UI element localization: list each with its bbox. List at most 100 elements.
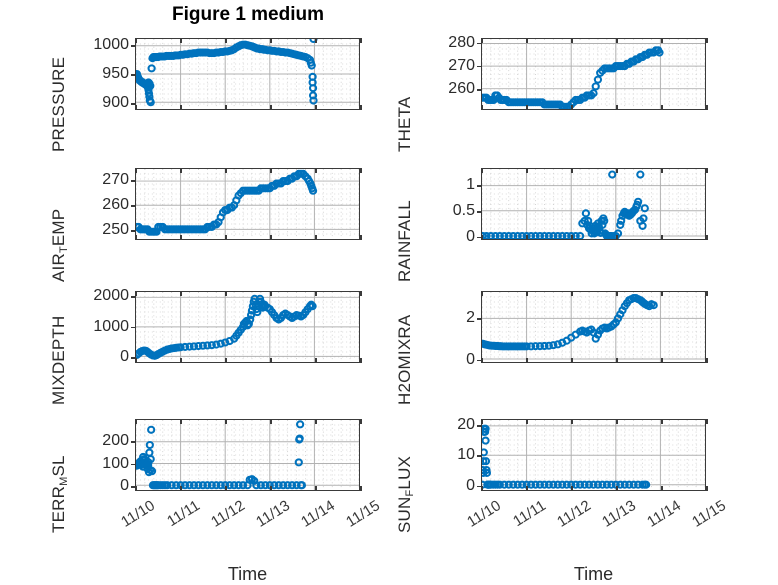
xtick-mark	[315, 235, 317, 240]
ytick-mark	[477, 318, 482, 320]
xtick-mark	[481, 291, 483, 296]
ytick-terr_msl-1: 100	[102, 454, 129, 472]
ytick-air_temp-0: 250	[102, 221, 129, 239]
data-series-mixdepth	[136, 294, 317, 360]
xtick-mark	[616, 38, 618, 43]
xtick-mark	[135, 291, 137, 296]
xtick-mark	[360, 105, 362, 110]
xtick-mark	[571, 168, 573, 173]
plot-canvas-terr_msl	[136, 420, 359, 490]
ytick-mark	[131, 463, 136, 466]
xtick-mark	[360, 38, 362, 43]
xtick-mark	[706, 486, 708, 491]
ytick-mark	[131, 74, 136, 76]
ytick-mark	[131, 296, 136, 299]
xtick-mark	[661, 105, 663, 110]
xtick-mark	[526, 235, 528, 240]
ytick-mark	[477, 89, 482, 91]
ytick-theta-1: 270	[448, 56, 475, 74]
ytick-mark	[477, 485, 482, 488]
xlabel-terr_msl: Time	[227, 564, 268, 584]
xtick-mark	[526, 291, 528, 296]
xtick-mark	[616, 291, 618, 296]
xtick-mark	[360, 291, 362, 296]
ylabel-terr_msl: TERRMSL	[49, 455, 70, 533]
ytick-sun_flux-2: 20	[457, 416, 475, 434]
xtick-mark	[481, 486, 483, 491]
ytick-mark	[477, 210, 482, 213]
xtick-mark	[706, 235, 708, 240]
xtick-mark	[225, 419, 227, 424]
xtick-mark	[571, 105, 573, 110]
ytick-mark	[477, 455, 482, 457]
xlabel-sun_flux: Time	[573, 564, 614, 584]
plot-area-sun_flux	[481, 419, 706, 491]
xtick-mark	[481, 168, 483, 173]
ytick-rainfall-1: 0.5	[452, 201, 475, 219]
ytick-pressure-1: 950	[102, 65, 129, 82]
ylabel-sun_flux: SUNFLUX	[395, 455, 416, 533]
xtick-mark	[180, 419, 182, 424]
xtick-terr_msl-2: 11/12	[208, 497, 249, 531]
xtick-mark	[270, 291, 272, 296]
xtick-mark	[616, 486, 618, 491]
data-series-theta	[482, 46, 664, 109]
xtick-mark	[180, 486, 182, 491]
xtick-mark	[135, 358, 137, 363]
ytick-h2omixra-0: 0	[466, 350, 475, 368]
xtick-mark	[270, 419, 272, 424]
xtick-mark	[571, 358, 573, 363]
ytick-mark	[477, 359, 482, 362]
xtick-terr_msl-4: 11/14	[298, 497, 339, 531]
ylabel-mixdepth: MIXDEPTH	[49, 315, 68, 405]
ytick-mark	[131, 180, 136, 182]
xtick-mark	[270, 486, 272, 491]
plot-canvas-rainfall	[482, 169, 705, 239]
xtick-mark	[571, 235, 573, 240]
xtick-mark	[315, 358, 317, 363]
xtick-mark	[270, 235, 272, 240]
plot-area-rainfall	[481, 168, 706, 240]
ytick-mark	[131, 441, 136, 443]
ytick-mixdepth-1: 1000	[93, 317, 129, 335]
ytick-mark	[131, 326, 136, 329]
ylabel-air_temp: AIRTEMP	[49, 208, 70, 282]
ytick-mark	[131, 205, 136, 207]
xtick-mark	[135, 235, 137, 240]
xtick-mark	[616, 419, 618, 424]
ytick-terr_msl-2: 200	[102, 432, 129, 450]
xtick-mark	[315, 419, 317, 424]
xtick-mark	[661, 235, 663, 240]
figure-title: Figure 1 medium	[171, 4, 325, 25]
xtick-mark	[661, 486, 663, 491]
xtick-mark	[225, 486, 227, 491]
ytick-air_temp-1: 260	[102, 196, 129, 214]
xtick-terr_msl-1: 11/11	[164, 497, 204, 531]
xtick-mark	[225, 235, 227, 240]
ytick-theta-2: 280	[448, 33, 475, 51]
xtick-mark	[360, 168, 362, 173]
xtick-sun_flux-0: 11/10	[464, 497, 505, 531]
xtick-mark	[225, 38, 227, 43]
xtick-mark	[225, 105, 227, 110]
ytick-mark	[131, 103, 136, 105]
xtick-mark	[315, 486, 317, 491]
plot-canvas-theta	[482, 39, 705, 109]
ytick-h2omixra-1: 2	[466, 309, 475, 327]
xtick-mark	[661, 38, 663, 43]
xtick-mark	[135, 38, 137, 43]
ytick-sun_flux-0: 0	[466, 476, 475, 494]
xtick-mark	[661, 358, 663, 363]
data-series-h2omixra	[482, 294, 658, 351]
xtick-sun_flux-5: 11/15	[689, 497, 730, 531]
xtick-mark	[616, 105, 618, 110]
xtick-mark	[661, 168, 663, 173]
ytick-mark	[477, 236, 482, 239]
ytick-mark	[477, 425, 482, 427]
ytick-mark	[477, 42, 482, 45]
xtick-mark	[315, 38, 317, 43]
ytick-theta-0: 260	[448, 80, 475, 98]
xtick-mark	[180, 38, 182, 43]
xtick-mark	[270, 38, 272, 43]
